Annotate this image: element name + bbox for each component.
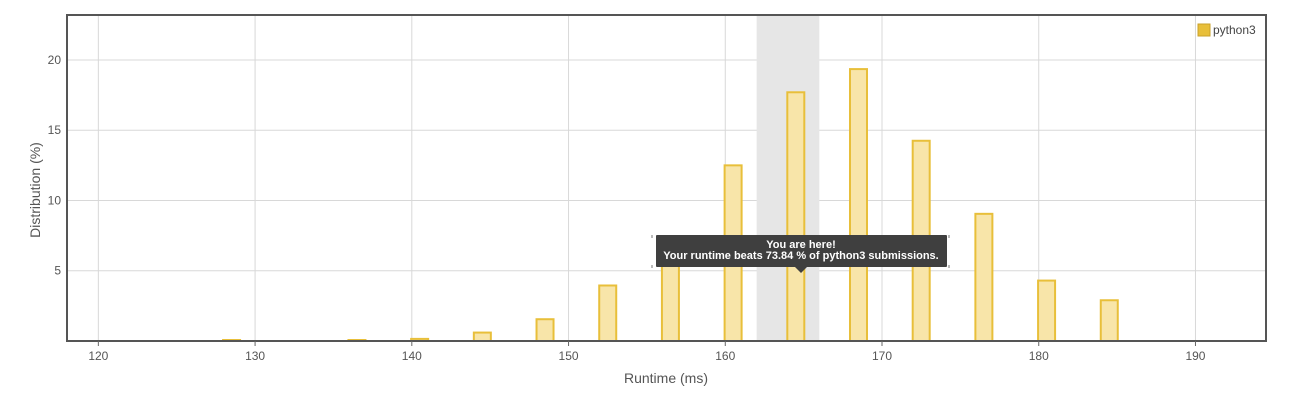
bar-184.5[interactable] (1099, 299, 1119, 342)
tooltip-line-2: Your runtime beats 73.84 % of python3 su… (663, 250, 938, 262)
legend-label: python3 (1213, 23, 1256, 37)
bar-176.5[interactable] (974, 212, 994, 342)
legend-swatch (1197, 23, 1211, 37)
plot-border (66, 14, 1267, 342)
y-tick-label-5: 5 (54, 264, 61, 278)
bar-144.5[interactable] (472, 331, 492, 343)
x-axis-label: Runtime (ms) (624, 370, 708, 386)
bar-148.5[interactable] (535, 318, 555, 342)
y-ticks-layer: 5 10 15 20 (48, 53, 62, 278)
x-tick-label-130: 130 (245, 349, 265, 363)
x-tick-label-160: 160 (715, 349, 735, 363)
x-tick-label-190: 190 (1185, 349, 1205, 363)
tooltip-corner-marks (651, 235, 950, 268)
bar-152.5[interactable] (598, 284, 618, 343)
tooltip-line-1: You are here! (766, 239, 836, 251)
grid-layer (67, 15, 1266, 341)
y-tick-label-15: 15 (48, 123, 62, 137)
y-tick-label-10: 10 (48, 193, 62, 207)
tooltip-box (656, 235, 947, 267)
bar-180.5[interactable] (1037, 279, 1057, 342)
x-tick-label-140: 140 (402, 349, 422, 363)
tooltip-pointer (795, 267, 807, 273)
legend[interactable]: python3 (1197, 23, 1256, 37)
y-axis-label: Distribution (%) (27, 142, 43, 238)
x-tick-label-180: 180 (1029, 349, 1049, 363)
x-tick-label-170: 170 (872, 349, 892, 363)
tooltip: You are here! Your runtime beats 73.84 %… (651, 235, 950, 273)
bar-164.5[interactable] (786, 91, 806, 342)
y-tick-label-20: 20 (48, 53, 62, 67)
x-tick-label-150: 150 (559, 349, 579, 363)
x-tick-label-120: 120 (88, 349, 108, 363)
x-ticks-layer: 120 130 140 150 160 170 180 190 (88, 341, 1206, 363)
bar-168.5[interactable] (848, 68, 868, 342)
